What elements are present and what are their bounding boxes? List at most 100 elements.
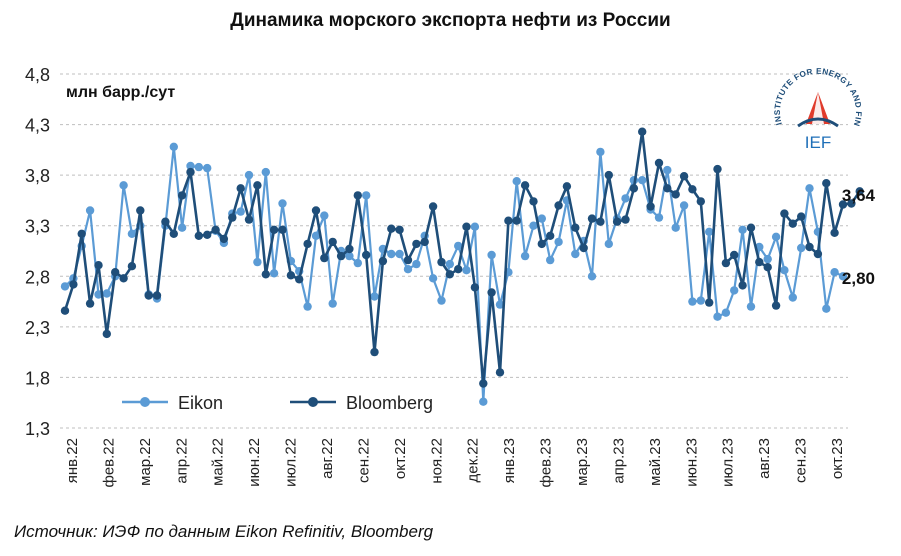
data-point-eikon — [738, 225, 747, 234]
data-point-eikon — [512, 177, 521, 186]
data-point-eikon — [370, 292, 379, 301]
series-line-eikon — [64, 145, 844, 403]
data-point-eikon — [127, 229, 137, 238]
data-point-eikon — [797, 243, 806, 253]
data-point-eikon — [746, 302, 756, 311]
data-point-bloomberg — [261, 270, 270, 279]
x-tick-label: июн.23 — [683, 438, 700, 487]
data-point-eikon — [412, 259, 421, 269]
data-point-eikon — [403, 265, 413, 274]
data-point-bloomberg — [228, 213, 237, 222]
y-tick-label: 4,3 — [25, 116, 50, 136]
data-point-eikon — [763, 254, 772, 264]
data-point-bloomberg — [562, 182, 572, 191]
source-note: Источник: ИЭФ по данным Eikon Refinitiv,… — [14, 522, 434, 541]
data-point-eikon — [353, 258, 362, 268]
data-point-eikon — [85, 206, 95, 215]
x-tick-label: сен.23 — [793, 438, 810, 483]
data-point-bloomberg — [295, 275, 304, 284]
y-tick-label: 4,8 — [25, 65, 50, 85]
data-point-eikon — [194, 162, 203, 172]
data-point-bloomberg — [705, 298, 714, 307]
data-point-bloomberg — [269, 225, 279, 234]
data-point-eikon — [546, 255, 555, 265]
data-point-bloomberg — [244, 215, 254, 224]
legend-marker — [308, 397, 318, 407]
data-point-bloomberg — [152, 291, 162, 300]
data-point-eikon — [454, 241, 463, 251]
data-point-eikon — [587, 272, 597, 281]
y-tick-label: 3,8 — [25, 166, 50, 186]
data-point-eikon — [537, 214, 546, 223]
data-point-bloomberg — [186, 167, 195, 177]
data-point-bloomberg — [495, 368, 505, 377]
data-point-bloomberg — [504, 216, 513, 225]
data-point-eikon — [554, 237, 563, 247]
data-point-eikon — [495, 300, 505, 309]
data-point-bloomberg — [253, 181, 262, 190]
data-point-bloomberg — [437, 257, 446, 267]
data-point-eikon — [838, 272, 848, 281]
data-point-eikon — [705, 227, 714, 236]
legend-label: Bloomberg — [346, 393, 433, 413]
data-point-bloomberg — [387, 224, 396, 233]
x-tick-label: май.22 — [210, 438, 227, 486]
data-point-eikon — [663, 165, 672, 175]
data-point-bloomberg — [303, 239, 312, 249]
data-point-eikon — [203, 163, 212, 173]
data-point-bloomberg — [746, 223, 756, 232]
x-tick-label: июл.22 — [283, 438, 300, 487]
data-point-bloomberg — [362, 250, 371, 260]
data-point-bloomberg — [696, 197, 705, 206]
data-point-bloomberg — [838, 200, 848, 209]
data-point-eikon — [445, 259, 454, 269]
data-point-bloomberg — [219, 234, 229, 244]
data-point-bloomberg — [127, 262, 137, 271]
data-point-eikon — [479, 397, 488, 406]
data-point-bloomberg — [479, 379, 488, 388]
data-point-bloomberg — [77, 229, 86, 238]
data-point-eikon — [621, 194, 630, 203]
data-point-bloomberg — [713, 164, 722, 174]
data-point-eikon — [328, 299, 337, 308]
data-point-bloomberg — [788, 219, 797, 228]
data-point-eikon — [169, 142, 178, 151]
data-point-eikon — [487, 250, 496, 260]
data-point-eikon — [679, 201, 689, 210]
x-tick-label: окт.23 — [829, 438, 846, 479]
data-point-eikon — [780, 266, 789, 275]
x-tick-label: апр.23 — [610, 438, 627, 484]
data-point-bloomberg — [755, 257, 764, 267]
data-point-bloomberg — [69, 280, 78, 289]
y-tick-label: 2,8 — [25, 267, 50, 287]
data-point-bloomberg — [587, 214, 597, 223]
data-point-bloomberg — [169, 229, 178, 238]
data-point-eikon — [60, 282, 70, 291]
x-tick-label: авг.23 — [756, 438, 773, 479]
data-point-bloomberg — [797, 212, 806, 221]
data-point-eikon — [244, 170, 254, 180]
data-point-eikon — [102, 289, 112, 298]
data-point-eikon — [788, 293, 797, 302]
end-label-bloomberg: 3,64 — [841, 186, 875, 205]
x-tick-label: июн.22 — [246, 438, 263, 487]
y-tick-label: 2,3 — [25, 318, 50, 338]
data-point-eikon — [571, 249, 580, 259]
data-point-bloomberg — [780, 209, 789, 218]
data-point-bloomberg — [345, 244, 354, 254]
data-point-eikon — [119, 181, 128, 190]
data-point-eikon — [362, 191, 371, 200]
data-point-eikon — [721, 308, 731, 317]
data-point-eikon — [604, 239, 613, 249]
data-point-bloomberg — [462, 222, 471, 231]
data-point-eikon — [345, 251, 354, 261]
data-point-bloomberg — [629, 184, 639, 193]
data-point-eikon — [428, 274, 438, 283]
data-point-bloomberg — [571, 223, 580, 232]
data-point-eikon — [278, 199, 287, 208]
x-tick-label: ноя.22 — [428, 438, 445, 484]
data-point-eikon — [269, 269, 279, 278]
data-point-bloomberg — [428, 202, 438, 211]
data-point-eikon — [654, 213, 664, 222]
